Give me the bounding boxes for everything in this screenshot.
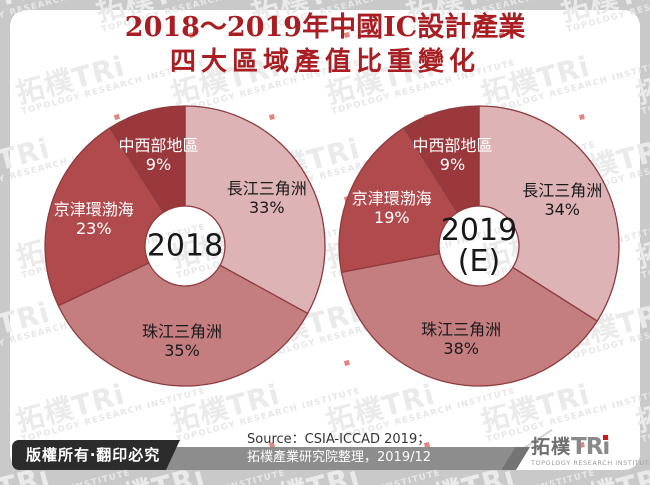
tri-logo-latin: TR xyxy=(571,434,603,460)
donut-center-label-line: 2018 xyxy=(146,228,224,264)
slice-label: 京津環渤海 23% xyxy=(54,200,134,238)
slice-label: 中西部地區 9% xyxy=(412,136,492,174)
slice-category-label: 長江三角洲 xyxy=(226,178,307,198)
donut-center-label-line: 2019 xyxy=(440,213,518,248)
chart-title: 2018～2019年中國IC設計產業 四大區域產值比重變化 xyxy=(0,10,650,79)
donut-slice-3 xyxy=(338,127,459,273)
slice-category-label: 長江三角洲 xyxy=(522,181,603,201)
slice-category-label: 京津環渤海 xyxy=(53,200,134,220)
tri-logo-red-dot-icon xyxy=(603,435,608,440)
chart-title-line2: 四大區域產值比重變化 xyxy=(169,47,480,77)
source-note: Source：CSIA-ICCAD 2019； 拓樸產業研究院整理，2019/1… xyxy=(247,432,431,466)
copyright-text: 版權所有‧翻印必究 xyxy=(26,446,161,464)
donut-chart-2018: 長江三角洲 33% 珠江三角洲 35% 京津環渤海 23% 中西部地區 9% 2018 xyxy=(43,104,327,388)
donut-svg xyxy=(44,105,326,387)
slice-label: 珠江三角洲 38% xyxy=(421,320,501,358)
slice-label: 中西部地區 9% xyxy=(118,136,198,174)
slice-value-label: 38% xyxy=(443,339,479,359)
tri-logo-subtitle: TOPOLOGY RESEARCH INSTITUTE xyxy=(531,459,650,467)
donut-slice-1 xyxy=(478,105,620,322)
donut-slice-4 xyxy=(109,105,186,213)
donut-chart-2019: 長江三角洲 34% 珠江三角洲 38% 京津環渤海 19% 中西部地區 9% 2019 (E) xyxy=(337,104,621,388)
slice-value-label: 23% xyxy=(75,219,112,239)
slice-category-label: 中西部地區 xyxy=(118,135,199,155)
chart-title-line1: 2018～2019年中國IC設計產業 xyxy=(124,12,526,43)
slice-label: 長江三角洲 34% xyxy=(522,181,602,219)
slice-value-label: 9% xyxy=(439,154,466,174)
source-bar xyxy=(100,447,515,470)
donut-slice-4 xyxy=(403,105,480,213)
donut-slice-1 xyxy=(184,105,326,315)
donut-slice-2 xyxy=(340,252,598,387)
slice-value-label: 34% xyxy=(544,200,581,220)
donut-svg xyxy=(338,105,620,387)
copyright-bar: 版權所有‧翻印必究 xyxy=(12,440,180,470)
slice-category-label: 中西部地區 xyxy=(412,135,493,155)
donut-center-label-line: (E) xyxy=(457,244,501,279)
donut-center-label: 2019 (E) xyxy=(441,215,517,277)
slice-label: 長江三角洲 33% xyxy=(227,179,307,217)
slice-category-label: 珠江三角洲 xyxy=(142,321,223,341)
tri-logo-letter-i: i xyxy=(602,434,611,460)
donut-slice-3 xyxy=(44,127,165,307)
tri-logo-wordmark: 拓樸TRi xyxy=(531,434,631,460)
donut-center-label: 2018 xyxy=(147,231,223,262)
source-line2: 拓樸產業研究院整理，2019/12 xyxy=(247,450,432,465)
slice-value-label: 9% xyxy=(145,154,172,174)
slice-category-label: 京津環渤海 xyxy=(351,189,432,209)
slice-label: 京津環渤海 19% xyxy=(352,189,432,227)
source-line1: Source：CSIA-ICCAD 2019； xyxy=(247,432,431,447)
tri-logo: 拓樸TRi TOPOLOGY RESEARCH INSTITUTE xyxy=(531,434,650,468)
slice-label: 珠江三角洲 35% xyxy=(142,322,222,360)
slice-value-label: 33% xyxy=(248,197,285,217)
tri-logo-cjk: 拓樸 xyxy=(531,436,572,458)
slice-value-label: 35% xyxy=(164,340,200,360)
donut-slice-2 xyxy=(57,262,309,387)
slice-value-label: 19% xyxy=(374,208,410,228)
slice-category-label: 珠江三角洲 xyxy=(421,320,502,340)
